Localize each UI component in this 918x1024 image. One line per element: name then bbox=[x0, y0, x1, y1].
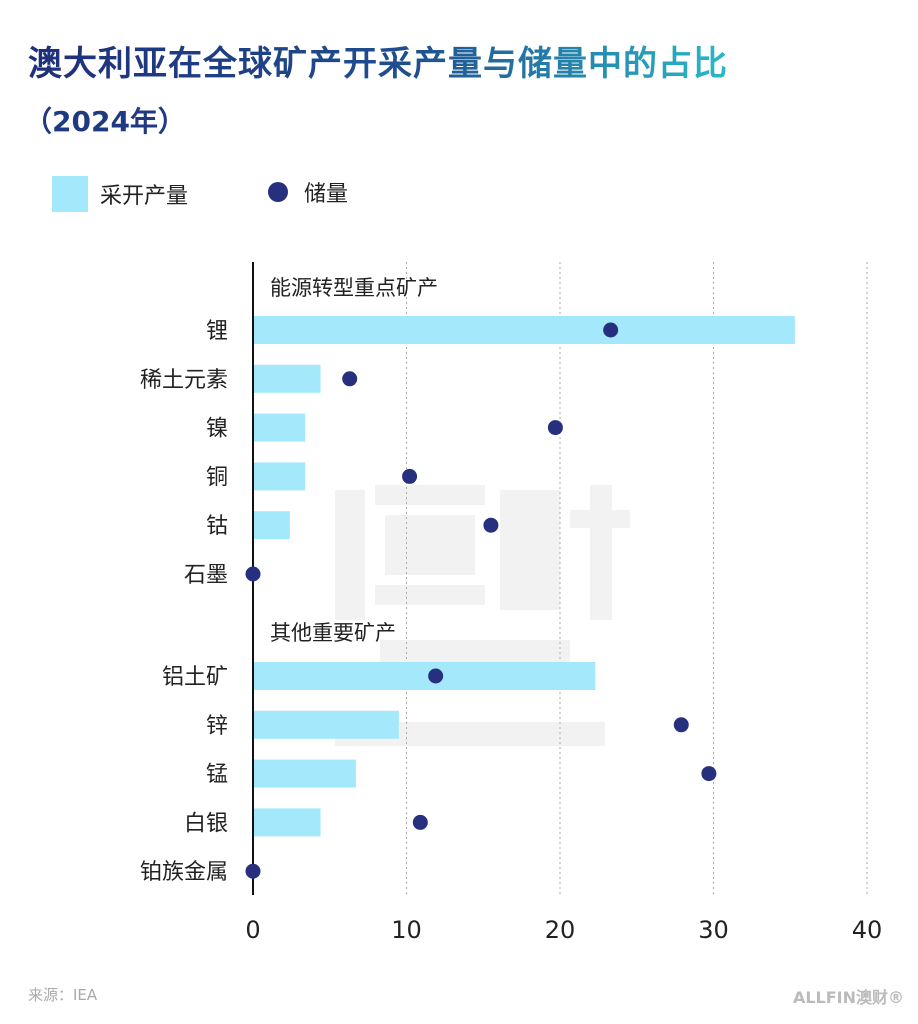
category-label: 锂 bbox=[206, 319, 228, 344]
x-tick-label: 10 bbox=[391, 916, 422, 944]
category-label: 石墨 bbox=[184, 563, 228, 588]
reserves-dot bbox=[483, 517, 499, 533]
reserves-dot bbox=[245, 863, 261, 879]
legend-reserves: 储量 bbox=[268, 176, 348, 208]
reserves-dot bbox=[342, 371, 358, 387]
production-bar bbox=[253, 462, 306, 491]
category-label: 钴 bbox=[206, 514, 228, 539]
legend-swatch-production bbox=[52, 176, 88, 212]
production-bar bbox=[253, 316, 795, 344]
legend-label-production: 采开产量 bbox=[100, 184, 189, 209]
reserves-dot bbox=[428, 668, 444, 684]
category-label: 锰 bbox=[206, 763, 228, 788]
reserves-dot bbox=[547, 420, 563, 436]
production-bar bbox=[253, 364, 321, 393]
reserves-dot bbox=[412, 814, 428, 830]
category-label: 锌 bbox=[206, 714, 228, 739]
category-label: 铜 bbox=[206, 465, 228, 490]
source-note: 来源：IEA bbox=[28, 986, 98, 1004]
category-label: 白银 bbox=[184, 811, 228, 836]
x-tick-label: 20 bbox=[545, 916, 576, 944]
category-label: 稀土元素 bbox=[140, 368, 228, 393]
group-label: 能源转型重点矿产 bbox=[270, 276, 438, 300]
x-tick-label: 0 bbox=[245, 916, 260, 944]
production-bar bbox=[253, 511, 290, 540]
group-label: 其他重要矿产 bbox=[270, 621, 396, 645]
production-bar bbox=[253, 759, 356, 788]
x-tick-label: 40 bbox=[852, 916, 883, 944]
production-bar bbox=[253, 413, 306, 442]
legend-label-reserves: 储量 bbox=[304, 182, 349, 207]
legend-dot-reserves bbox=[268, 182, 288, 202]
reserves-dot bbox=[603, 322, 619, 338]
chart-title: 澳大利亚在全球矿产开采产量与储量中的占比 bbox=[28, 36, 728, 85]
category-label: 镍 bbox=[206, 417, 228, 442]
reserves-dot bbox=[673, 717, 689, 733]
legend-production: 采开产量 bbox=[52, 176, 188, 212]
production-bar bbox=[253, 710, 399, 739]
reserves-dot bbox=[402, 468, 418, 484]
reserves-dot bbox=[701, 766, 717, 782]
category-label: 铂族金属 bbox=[140, 860, 228, 885]
production-bar bbox=[253, 808, 321, 837]
reserves-dot bbox=[245, 566, 261, 582]
x-tick-label: 30 bbox=[698, 916, 729, 944]
chart-subtitle: （2024年） bbox=[24, 105, 186, 138]
category-label: 铝土矿 bbox=[162, 665, 228, 690]
production-bar bbox=[253, 662, 596, 690]
brand-logo: ALLFIN澳财® bbox=[792, 988, 904, 1007]
